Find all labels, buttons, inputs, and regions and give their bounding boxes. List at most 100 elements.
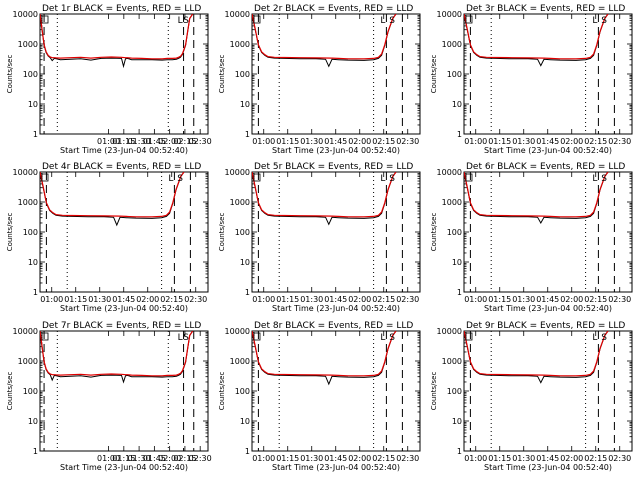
corner-marker xyxy=(253,173,261,182)
corner-marker xyxy=(41,173,49,182)
y-axis-label: Counts/sec xyxy=(218,213,226,252)
y-tick-label: 1 xyxy=(33,130,38,139)
y-tick-label: 100 xyxy=(235,228,250,237)
x-tick-label: 02:15 xyxy=(372,454,395,463)
series-line-lld xyxy=(40,14,194,60)
x-axis-label: Start Time (23-Jun-04 00:52:40) xyxy=(484,146,612,155)
y-tick-label: 100 xyxy=(235,387,250,396)
x-tick-label: 01:15 xyxy=(112,137,135,146)
marker-label-s: S xyxy=(601,16,607,26)
x-tick-label: 02:00 xyxy=(560,295,583,304)
x-tick-label: 02:15 xyxy=(584,454,607,463)
x-tick-label: 02:00 xyxy=(158,137,181,146)
series-line-events xyxy=(252,331,397,386)
y-tick-label: 10000 xyxy=(437,10,462,19)
series-line-lld xyxy=(464,331,609,377)
y-tick-label: 1000 xyxy=(230,40,250,49)
x-tick-label: 01:15 xyxy=(488,295,511,304)
series-line-lld xyxy=(464,172,609,218)
series-line-lld xyxy=(40,172,185,218)
x-tick-label: 02:15 xyxy=(160,295,183,304)
plot-frame xyxy=(463,13,633,135)
plot-frame xyxy=(39,13,209,135)
y-tick-label: 1 xyxy=(457,447,462,456)
y-axis-label: Counts/sec xyxy=(218,372,226,411)
x-axis-label: Start Time (23-Jun-04 00:52:40) xyxy=(60,146,188,155)
y-tick-label: 1000 xyxy=(18,198,38,207)
chart-title: Det 8r BLACK = Events, RED = LLD xyxy=(254,321,413,331)
x-tick-label: 02:00 xyxy=(348,137,371,146)
marker-label-s: S xyxy=(389,333,395,343)
y-tick-label: 10000 xyxy=(13,10,38,19)
series-line-events xyxy=(40,331,194,384)
y-tick-label: 1000 xyxy=(442,198,462,207)
plot-area xyxy=(252,14,403,134)
x-tick-label: 01:15 xyxy=(276,295,299,304)
x-tick-label: 02:30 xyxy=(189,454,212,463)
chart-panel-7: Det 7r BLACK = Events, RED = LLD 1 10 100 10… xyxy=(6,321,212,472)
y-tick-label: 10000 xyxy=(225,327,250,336)
x-tick-label: 02:15 xyxy=(372,137,395,146)
corner-marker xyxy=(465,173,473,182)
y-tick-label: 1000 xyxy=(18,40,38,49)
plot-frame xyxy=(39,330,209,452)
corner-marker xyxy=(253,15,261,24)
x-tick-label: 02:15 xyxy=(372,295,395,304)
y-tick-label: 10000 xyxy=(13,168,38,177)
corner-marker xyxy=(41,332,49,341)
y-tick-label: 100 xyxy=(235,70,250,79)
y-tick-label: 1 xyxy=(457,288,462,297)
x-tick-label: 01:45 xyxy=(324,137,347,146)
y-tick-label: 10000 xyxy=(225,168,250,177)
x-tick-label: 01:45 xyxy=(536,454,559,463)
y-axis-label: Counts/sec xyxy=(6,213,14,252)
x-tick-label: 02:15 xyxy=(173,454,196,463)
series-line-events xyxy=(40,14,194,69)
x-tick-label: 01:30 xyxy=(300,137,323,146)
y-tick-label: 10 xyxy=(452,417,462,426)
x-tick-label: 02:00 xyxy=(560,454,583,463)
y-tick-label: 1 xyxy=(245,130,250,139)
y-tick-label: 100 xyxy=(23,70,38,79)
series-line-lld xyxy=(464,14,609,60)
x-tick-label: 01:45 xyxy=(143,137,166,146)
chart-title: Det 2r BLACK = Events, RED = LLD xyxy=(254,4,413,14)
y-tick-label: 100 xyxy=(447,70,462,79)
y-tick-label: 10000 xyxy=(225,10,250,19)
x-tick-label: 02:30 xyxy=(189,137,212,146)
x-axis-label: Start Time (23-Jun-04 00:52:40) xyxy=(484,304,612,313)
corner-marker xyxy=(465,15,473,24)
x-tick-label: 02:15 xyxy=(173,137,196,146)
plot-area xyxy=(40,172,191,292)
chart-panel-5: Det 5r BLACK = Events, RED = LLD 1 10 100 10… xyxy=(218,162,421,313)
marker-label-s: S xyxy=(601,174,607,184)
x-tick-label: 02:15 xyxy=(584,137,607,146)
marker-label-s: S xyxy=(601,333,607,343)
series-line-lld xyxy=(40,331,194,377)
x-tick-label: 02:00 xyxy=(560,137,583,146)
x-tick-label: 02:30 xyxy=(608,295,631,304)
x-tick-label: 01:45 xyxy=(324,295,347,304)
x-tick-label: 02:00 xyxy=(348,454,371,463)
x-axis-label: Start Time (23-Jun-04 00:52:40) xyxy=(272,304,400,313)
chart-title: Det 1r BLACK = Events, RED = LLD xyxy=(42,4,201,14)
series-line-lld xyxy=(252,14,397,60)
x-tick-label: 01:15 xyxy=(112,454,135,463)
y-tick-label: 10 xyxy=(452,258,462,267)
x-tick-label: 01:45 xyxy=(536,295,559,304)
plot-frame xyxy=(251,171,421,293)
x-tick-label: 01:00 xyxy=(464,454,487,463)
corner-marker xyxy=(465,332,473,341)
y-tick-label: 1000 xyxy=(442,40,462,49)
marker-label-l: L xyxy=(592,333,597,343)
x-tick-label: 02:30 xyxy=(608,137,631,146)
x-tick-label: 01:45 xyxy=(143,454,166,463)
x-tick-label: 01:15 xyxy=(64,295,87,304)
y-axis-label: Counts/sec xyxy=(6,55,14,94)
chart-panel-1: Det 1r BLACK = Events, RED = LLD 1 10 100 10… xyxy=(6,4,212,155)
y-tick-label: 10 xyxy=(28,258,38,267)
plot-area xyxy=(252,172,403,292)
y-tick-label: 1 xyxy=(33,447,38,456)
series-line-lld xyxy=(252,172,397,218)
